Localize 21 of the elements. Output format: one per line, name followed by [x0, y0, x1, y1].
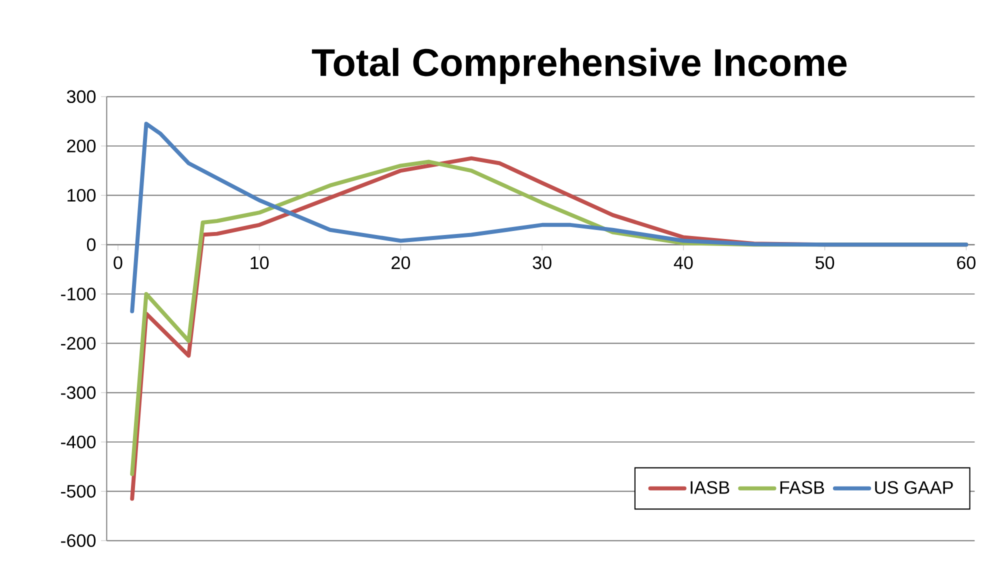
- y-tick-label: 300: [66, 90, 96, 104]
- y-tick-label: -100: [61, 288, 96, 301]
- x-tick-label: 0: [114, 256, 122, 270]
- x-tick-label: 10: [250, 256, 269, 270]
- legend-label: FASB: [780, 481, 824, 494]
- x-tick-label: 60: [957, 256, 976, 270]
- legend-label: IASB: [690, 481, 730, 494]
- y-tick-label: 200: [67, 140, 96, 153]
- y-tick-label: -600: [61, 534, 96, 548]
- legend-label: US GAAP: [875, 481, 953, 494]
- y-tick-label: -500: [61, 485, 96, 498]
- y-tick-label: 100: [68, 189, 96, 202]
- x-tick-label: 30: [532, 256, 552, 270]
- y-tick-label: -200: [61, 337, 96, 350]
- chart-title: Total Comprehensive Income: [312, 48, 847, 84]
- y-tick-label: -400: [61, 436, 96, 449]
- x-tick-label: 40: [674, 256, 693, 270]
- x-tick-label: 20: [392, 256, 410, 270]
- y-tick-label: 0: [86, 238, 96, 252]
- x-tick-label: 50: [816, 256, 834, 270]
- y-tick-label: -300: [61, 386, 96, 400]
